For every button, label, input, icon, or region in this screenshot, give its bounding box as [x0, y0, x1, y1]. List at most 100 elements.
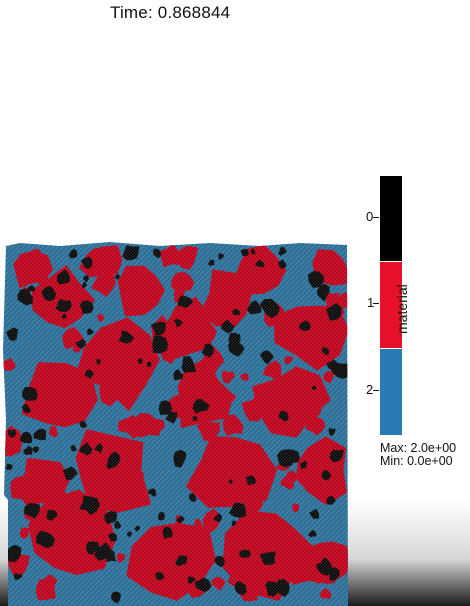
black-inclusion — [265, 581, 281, 597]
black-inclusion — [277, 579, 290, 597]
red-fragment — [60, 537, 82, 560]
black-inclusion — [329, 449, 344, 462]
black-inclusion — [134, 525, 140, 532]
black-inclusion — [78, 442, 93, 456]
black-inclusion — [221, 322, 235, 334]
red-grain — [75, 317, 160, 412]
black-inclusion — [326, 359, 339, 374]
red-fragment — [120, 277, 134, 297]
black-inclusion — [194, 577, 212, 592]
red-fragment — [48, 425, 58, 438]
red-fragment — [318, 325, 336, 346]
red-grain — [185, 436, 278, 508]
black-inclusion — [218, 253, 224, 260]
black-inclusion — [228, 339, 245, 357]
black-inclusion — [277, 258, 287, 269]
black-inclusion — [213, 513, 223, 523]
red-fragment — [194, 470, 207, 484]
black-inclusion — [228, 479, 233, 484]
black-inclusion — [78, 495, 100, 516]
red-fragment — [192, 320, 217, 345]
black-inclusion — [86, 541, 100, 555]
black-inclusion — [232, 308, 240, 316]
black-inclusion — [177, 295, 194, 308]
black-inclusion — [165, 411, 178, 424]
black-inclusion — [152, 248, 161, 259]
black-inclusion — [79, 421, 87, 428]
black-inclusion — [23, 445, 33, 455]
red-fragment — [55, 491, 69, 502]
black-inclusion — [299, 320, 311, 331]
black-inclusion — [181, 356, 197, 373]
black-inclusion — [307, 270, 325, 288]
black-inclusion — [55, 298, 72, 312]
black-inclusion — [22, 387, 38, 401]
red-fragment — [177, 245, 199, 270]
black-inclusion — [173, 449, 187, 468]
red-fragment — [204, 460, 228, 485]
black-inclusion — [152, 335, 168, 354]
black-inclusion — [255, 260, 265, 268]
black-inclusion — [321, 346, 330, 356]
red-fragment — [240, 373, 249, 381]
black-inclusion — [68, 248, 78, 259]
red-fragment — [241, 392, 268, 422]
red-fragment — [99, 380, 120, 407]
black-inclusion — [173, 369, 184, 381]
black-inclusion — [259, 298, 280, 319]
red-fragment — [319, 588, 332, 599]
red-fragment — [91, 336, 118, 364]
red-fragment — [36, 272, 49, 285]
red-fragment — [322, 370, 336, 383]
red-fragment — [221, 392, 237, 405]
black-inclusion — [13, 573, 23, 581]
red-fragment — [3, 357, 16, 371]
black-inclusion — [33, 428, 47, 441]
black-inclusion — [62, 466, 78, 481]
red-fragment — [211, 576, 226, 591]
black-inclusion — [32, 446, 40, 454]
black-inclusion — [201, 343, 215, 358]
red-fragment — [29, 484, 37, 492]
black-inclusion — [278, 411, 289, 422]
red-fragment — [262, 360, 282, 380]
black-inclusion — [104, 510, 117, 525]
black-inclusion — [126, 531, 133, 538]
black-inclusion — [56, 269, 71, 285]
red-grain — [16, 457, 70, 505]
black-inclusion — [309, 508, 320, 519]
black-inclusion — [259, 350, 274, 365]
black-inclusion — [82, 275, 89, 283]
black-inclusion — [328, 427, 336, 436]
red-fragment — [148, 419, 165, 435]
black-inclusion — [240, 248, 249, 257]
black-inclusion — [299, 460, 307, 470]
red-fragment — [171, 271, 195, 292]
red-grain — [21, 362, 98, 428]
red-fragment — [140, 348, 155, 365]
black-inclusion — [317, 283, 330, 302]
time-label: Time: 0.868844 — [110, 3, 231, 22]
material-domain — [3, 242, 348, 606]
black-inclusion — [107, 451, 121, 468]
black-inclusion — [6, 327, 19, 342]
red-fragment — [284, 356, 293, 365]
black-inclusion — [150, 321, 166, 336]
black-inclusion — [5, 463, 13, 470]
black-inclusion — [46, 509, 58, 521]
black-inclusion — [111, 591, 121, 604]
red-fragment — [197, 419, 220, 441]
black-inclusion — [234, 580, 247, 596]
black-inclusion — [70, 444, 77, 452]
black-inclusion — [320, 558, 331, 568]
red-fragment — [253, 516, 280, 542]
material-0-regions — [5, 245, 348, 604]
black-inclusion — [325, 495, 336, 505]
red-fragment — [280, 475, 294, 491]
black-inclusion — [155, 572, 164, 581]
black-inclusion — [175, 555, 188, 567]
black-inclusion — [187, 576, 196, 584]
red-fragment — [91, 485, 106, 498]
black-inclusion — [75, 339, 87, 349]
